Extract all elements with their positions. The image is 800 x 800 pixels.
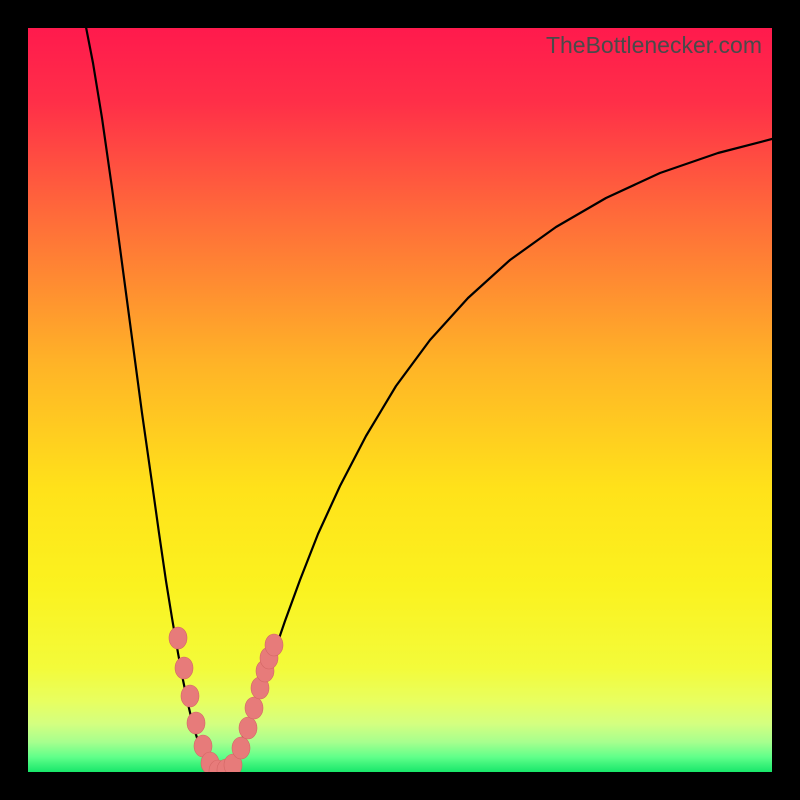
marker-point [175,657,193,679]
chart-svg [28,28,772,772]
watermark-label: TheBottlenecker.com [546,32,762,59]
marker-point [232,737,250,759]
marker-point [265,634,283,656]
marker-point [239,717,257,739]
marker-point [181,685,199,707]
marker-point [169,627,187,649]
plot-area: TheBottlenecker.com [28,28,772,772]
marker-point [187,712,205,734]
curve-right [218,139,772,771]
curve-left [85,28,218,771]
marker-point [245,697,263,719]
